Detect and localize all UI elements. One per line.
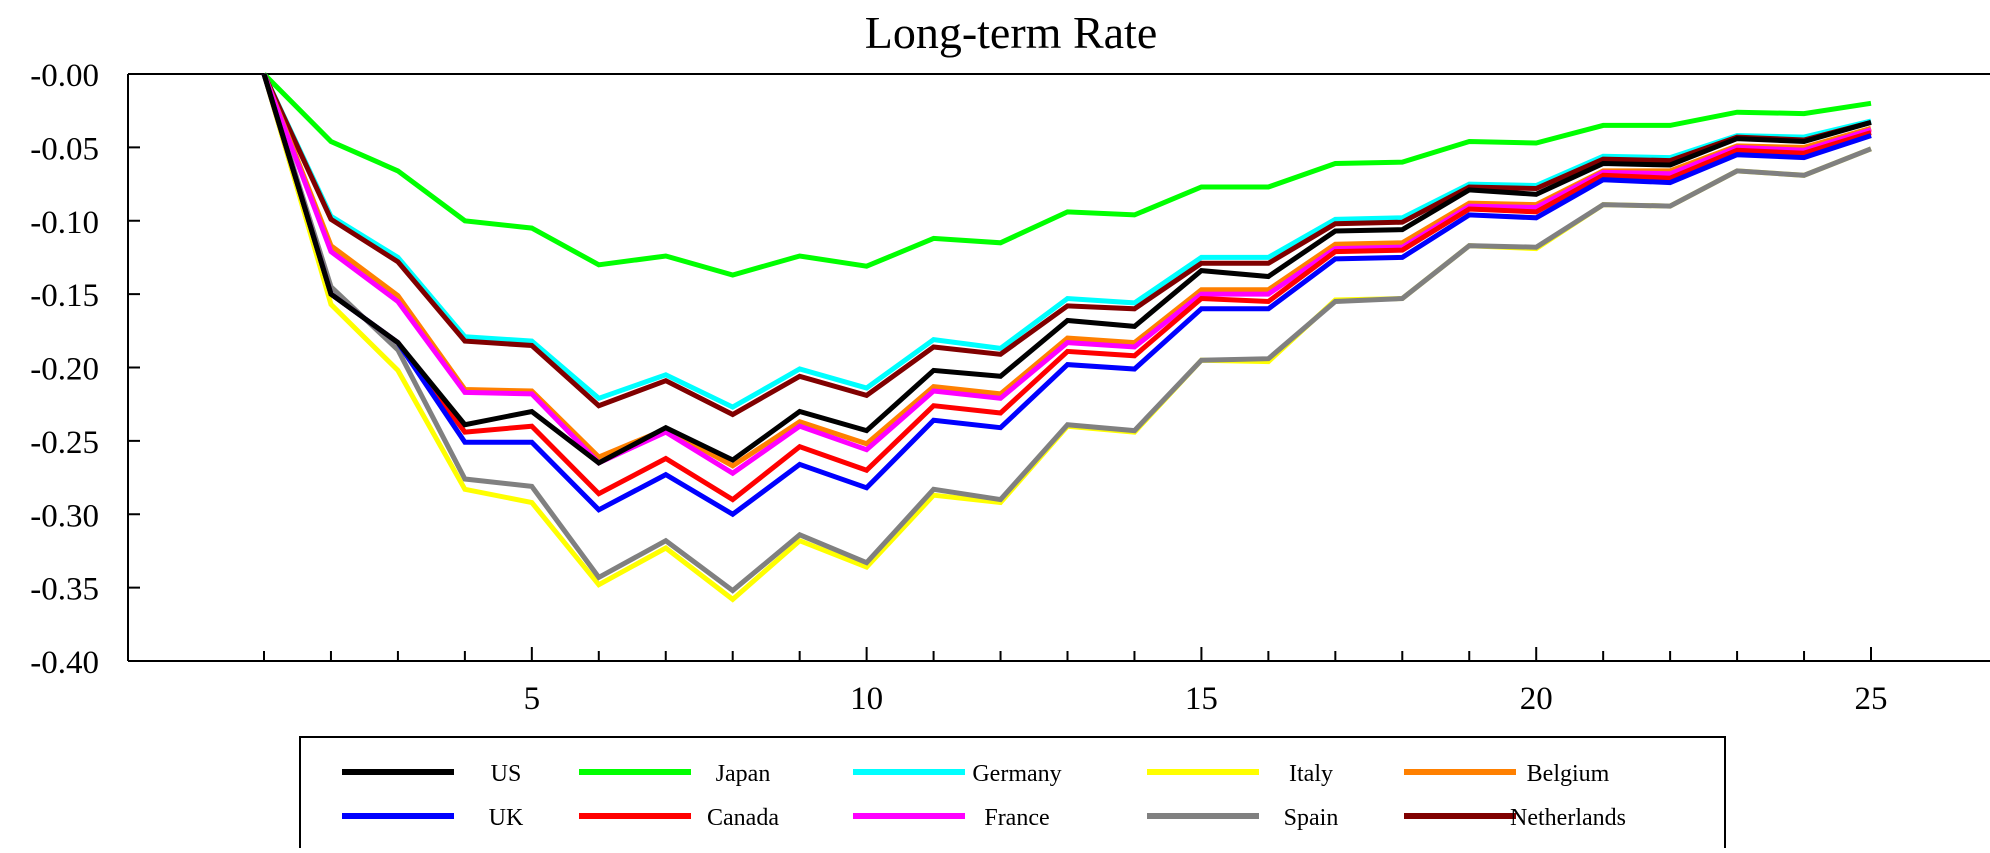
y-tick-label: -0.05 [30, 131, 99, 167]
x-tick-label: 15 [1185, 681, 1218, 717]
chart-title: Long-term Rate [865, 7, 1158, 58]
series-line-japan [262, 72, 1872, 278]
legend-label-germany: Germany [972, 761, 1061, 787]
legend: US UK Japan Canada Germany France Italy Spain Be… [299, 736, 1726, 853]
series-line-netherlands [261, 72, 1872, 418]
y-tick-label: -0.35 [30, 572, 99, 608]
legend-label-france: France [984, 805, 1049, 831]
series-lines [261, 72, 1872, 603]
legend-label-belgium: Belgium [1527, 761, 1610, 787]
y-tick-label: -0.20 [30, 352, 99, 388]
x-tick-label: 5 [524, 681, 541, 717]
legend-label-canada: Canada [707, 805, 779, 831]
series-line-france [261, 73, 1872, 477]
axes: -0.00 -0.05 -0.10 -0.15 -0.20 -0.25 -0.30 -0.35… [30, 58, 1990, 717]
series-line-canada [261, 73, 1872, 503]
legend-label-us: US [491, 761, 522, 787]
y-tick-label: -0.10 [30, 205, 99, 241]
y-tick-label: -0.40 [30, 645, 99, 681]
series-line-spain [261, 73, 1872, 594]
y-tick-label: -0.30 [30, 498, 99, 534]
series-line-uk [261, 73, 1872, 518]
legend-label-italy: Italy [1289, 761, 1333, 787]
series-line-us [261, 73, 1872, 466]
series-line-belgium [261, 73, 1872, 469]
y-tick-label: -0.00 [30, 58, 99, 94]
series-line-germany [261, 72, 1872, 410]
legend-label-japan: Japan [716, 761, 771, 787]
x-tick-label: 10 [850, 681, 883, 717]
legend-label-uk: UK [489, 805, 524, 831]
y-tick-label: -0.15 [30, 278, 99, 314]
legend-label-spain: Spain [1284, 805, 1339, 831]
legend-box [299, 736, 1726, 853]
x-tick-label: 20 [1520, 681, 1553, 717]
x-tick-label: 25 [1855, 681, 1888, 717]
y-tick-label: -0.25 [30, 425, 99, 461]
legend-label-netherlands: Netherlands [1510, 805, 1626, 831]
